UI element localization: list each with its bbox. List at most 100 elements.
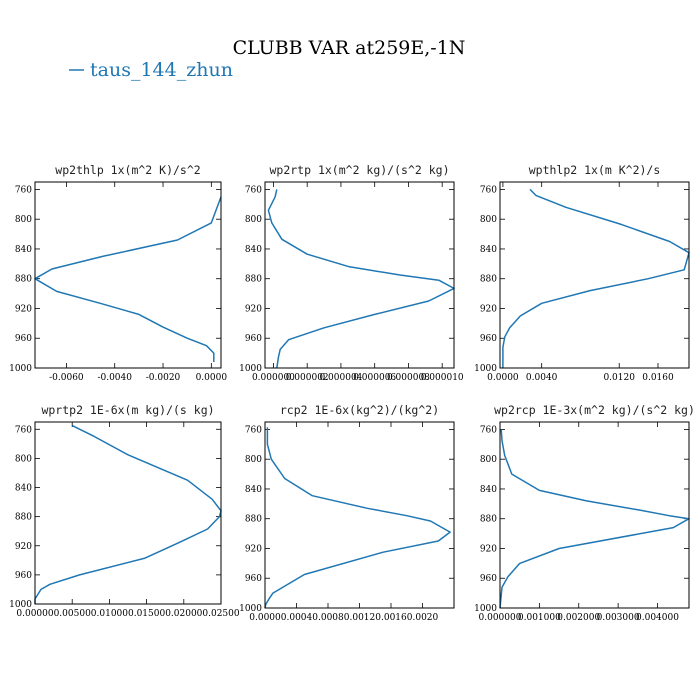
x-tick-label: 0.0004 xyxy=(281,613,313,623)
y-tick-label: 800 xyxy=(480,455,497,465)
x-tick-label: 0.00000 xyxy=(16,609,53,619)
x-tick-label: 0.000004 xyxy=(319,373,362,383)
x-tick-label: 0.01000 xyxy=(91,609,128,619)
y-tick-label: 920 xyxy=(480,304,497,314)
x-tick-label: 0.000002 xyxy=(286,373,329,383)
panel-title: wpthlp2 1x(m K^2)/s xyxy=(529,163,661,177)
y-tick-label: 840 xyxy=(480,485,497,495)
x-tick-label: 0.0120 xyxy=(603,373,635,383)
x-tick-label: 0.000010 xyxy=(421,373,464,383)
y-tick-label: 760 xyxy=(15,425,32,435)
plot-frame xyxy=(499,421,690,609)
y-tick-label: 880 xyxy=(15,513,32,523)
x-tick-label: 0.0160 xyxy=(642,373,674,383)
y-tick-label: 920 xyxy=(15,304,32,314)
x-tick-label: 0.02000 xyxy=(165,609,202,619)
series-line xyxy=(267,189,455,369)
y-tick-label: 1000 xyxy=(474,364,497,374)
y-tick-label: 960 xyxy=(15,334,32,344)
x-tick-label: 0.0012 xyxy=(344,613,376,623)
x-tick-label: 0.0000 xyxy=(196,373,228,383)
x-tick-label: 0.004000 xyxy=(636,613,679,623)
plot-frame xyxy=(499,181,690,369)
y-tick-label: 760 xyxy=(480,425,497,435)
y-tick-label: 960 xyxy=(480,574,497,584)
panel-title: wprtp2 1E-6x(m kg)/(s kg) xyxy=(41,403,214,417)
panel-title: wp2rcp 1E-3x(m^2 kg)/(s^2 kg) xyxy=(494,403,695,417)
series-line xyxy=(499,429,690,609)
panel-6: wp2rcp 1E-3x(m^2 kg)/(s^2 kg) 760 800 840 88… xyxy=(474,403,695,623)
plot-frame xyxy=(264,421,455,609)
y-tick-label: 880 xyxy=(245,515,262,525)
y-tick-label: 1000 xyxy=(9,600,32,610)
plot-frame xyxy=(34,421,222,605)
panels-grid: wp2thlp 1x(m^2 K)/s^2 760 800 840 880 920 960 1… xyxy=(9,163,695,623)
x-tick-label: 0.000000 xyxy=(479,613,522,623)
x-tick-label: 0.0000 xyxy=(487,373,519,383)
x-tick-label: 0.02500 xyxy=(202,609,239,619)
x-tick-label: 0.0020 xyxy=(407,613,439,623)
x-tick-label: 0.000008 xyxy=(387,373,430,383)
y-tick-label: 960 xyxy=(15,571,32,581)
y-tick-label: 800 xyxy=(15,454,32,464)
y-tick-label: 880 xyxy=(480,515,497,525)
y-tick-label: 880 xyxy=(15,275,32,285)
x-tick-label: 0.01500 xyxy=(128,609,165,619)
y-tick-label: 920 xyxy=(480,544,497,554)
panel-4: wprtp2 1E-6x(m kg)/(s kg) 760 800 840 880 920… xyxy=(9,403,240,619)
panel-5: rcp2 1E-6x(kg^2)/(kg^2) 760 800 840 880 920 96… xyxy=(239,403,455,623)
x-tick-label: 0.003000 xyxy=(597,613,640,623)
series-line xyxy=(34,196,222,362)
x-tick-label: 0.001000 xyxy=(518,613,561,623)
panel-title: rcp2 1E-6x(kg^2)/(kg^2) xyxy=(280,403,439,417)
y-tick-label: 840 xyxy=(15,484,32,494)
y-tick-label: 960 xyxy=(245,574,262,584)
x-tick-label: 0.0016 xyxy=(375,613,407,623)
y-tick-label: 800 xyxy=(15,215,32,225)
x-tick-label: 0.002000 xyxy=(557,613,600,623)
y-tick-label: 920 xyxy=(15,542,32,552)
panel-3: wpthlp2 1x(m K^2)/s 760 800 840 880 920 960 100… xyxy=(474,163,690,383)
x-tick-label: 0.0008 xyxy=(312,613,344,623)
x-tick-label: 0.000006 xyxy=(353,373,396,383)
y-tick-label: 800 xyxy=(480,215,497,225)
legend-label: taus_144_zhun xyxy=(90,59,233,81)
y-tick-label: 960 xyxy=(245,334,262,344)
panel-1: wp2thlp 1x(m^2 K)/s^2 760 800 840 880 920 960 1… xyxy=(9,163,227,383)
x-tick-label: 0.0000 xyxy=(249,613,281,623)
y-tick-label: 840 xyxy=(15,245,32,255)
plot-frame xyxy=(264,181,455,369)
x-tick-label: 0.0040 xyxy=(526,373,558,383)
series-line xyxy=(502,188,690,368)
y-tick-label: 880 xyxy=(245,275,262,285)
y-tick-label: 920 xyxy=(245,304,262,314)
legend: taus_144_zhun xyxy=(69,59,233,81)
x-tick-label: -0.0060 xyxy=(49,373,84,383)
panel-title: wp2rtp 1x(m^2 kg)/(s^2 kg) xyxy=(269,163,449,177)
series-line xyxy=(264,427,451,609)
x-tick-label: -0.0040 xyxy=(97,373,132,383)
y-tick-label: 840 xyxy=(480,245,497,255)
y-tick-label: 1000 xyxy=(239,604,262,614)
y-tick-label: 1000 xyxy=(9,364,32,374)
y-tick-label: 760 xyxy=(480,185,497,195)
y-tick-label: 840 xyxy=(245,485,262,495)
y-tick-label: 760 xyxy=(15,185,32,195)
y-tick-label: 760 xyxy=(245,185,262,195)
y-tick-label: 880 xyxy=(480,275,497,285)
y-tick-label: 920 xyxy=(245,544,262,554)
x-tick-label: 0.00500 xyxy=(54,609,91,619)
y-tick-label: 1000 xyxy=(474,604,497,614)
figure-title: CLUBB VAR at259E,-1N xyxy=(233,37,466,59)
y-tick-label: 760 xyxy=(245,425,262,435)
x-tick-label: -0.0020 xyxy=(146,373,181,383)
y-tick-label: 800 xyxy=(245,455,262,465)
y-tick-label: 800 xyxy=(245,215,262,225)
panel-2: wp2rtp 1x(m^2 kg)/(s^2 kg) 760 800 840 880 92… xyxy=(239,163,464,383)
y-tick-label: 960 xyxy=(480,334,497,344)
y-tick-label: 840 xyxy=(245,245,262,255)
panel-title: wp2thlp 1x(m^2 K)/s^2 xyxy=(55,163,200,177)
x-tick-label: 0.000000 xyxy=(252,373,295,383)
series-line xyxy=(34,424,222,604)
